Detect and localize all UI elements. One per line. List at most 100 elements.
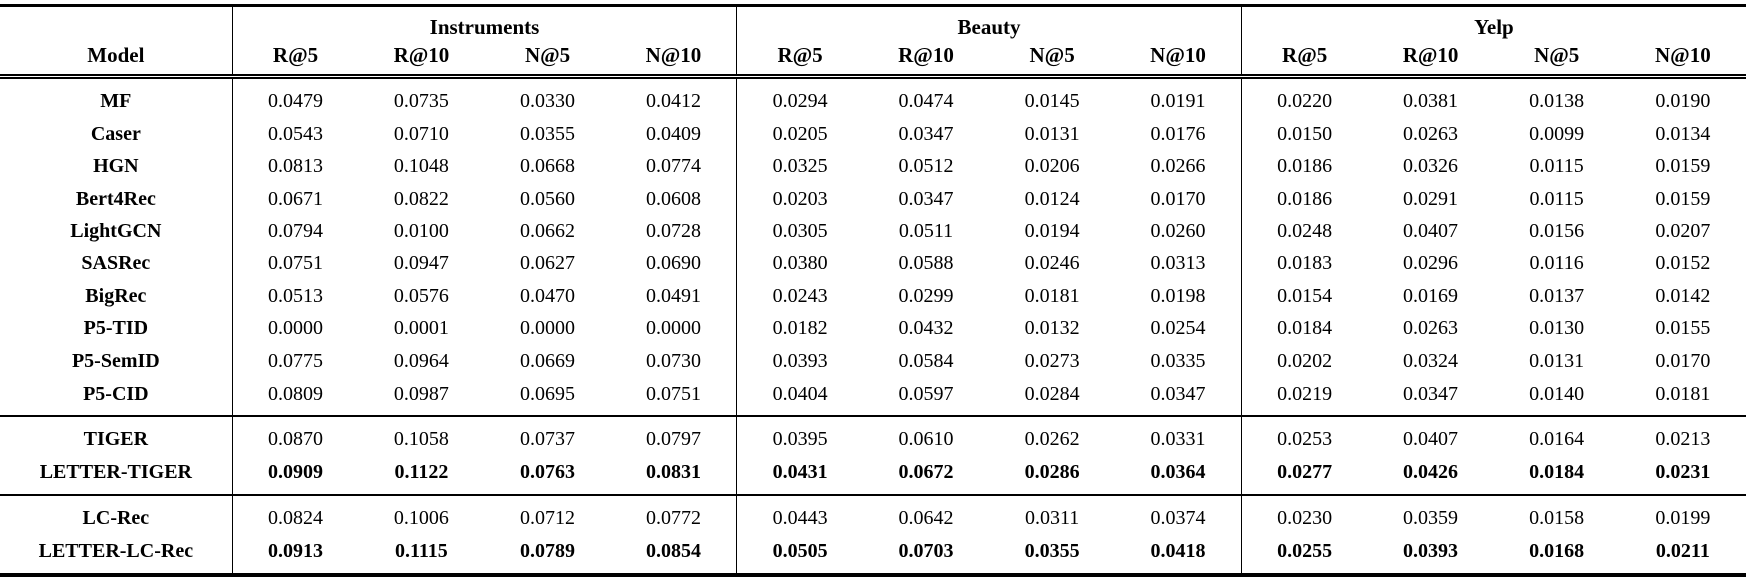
metric-header: N@10 bbox=[1115, 41, 1242, 77]
metric-value-cell: 0.0154 bbox=[1277, 284, 1333, 307]
metric-header: N@5 bbox=[1029, 43, 1075, 67]
metric-value-cell: 0.0284 bbox=[1024, 382, 1080, 405]
table-row: MF 0.0479 0.0735 0.0330 0.0412 0.0294 0.0474 0.… bbox=[0, 76, 1746, 118]
table-row: HGN 0.0813 0.1048 0.0668 0.0774 0.0325 0.0512 0… bbox=[0, 150, 1746, 183]
metric-value-cell: 0.0152 bbox=[1655, 252, 1711, 275]
metric-value-cell: 0.0576 bbox=[393, 284, 449, 307]
metric-value-cell: 0.0560 bbox=[520, 187, 576, 210]
table-row: TIGER 0.0870 0.1058 0.0737 0.0797 0.0395 0.061… bbox=[0, 416, 1746, 456]
metric-value-cell: 0.0627 bbox=[520, 252, 576, 275]
metric-value-cell: 0.0159 bbox=[1655, 155, 1711, 178]
metric-value-cell: 0.0737 bbox=[520, 428, 576, 451]
metric-value-cell: 0.0418 bbox=[1115, 534, 1242, 575]
metric-value-cell: 0.0735 bbox=[393, 89, 449, 112]
metric-value-cell: 0.0220 bbox=[1277, 89, 1333, 112]
model-name-cell: LightGCN bbox=[0, 214, 233, 248]
metric-header: R@10 bbox=[898, 43, 954, 67]
metric-value-cell: 0.0131 bbox=[1024, 122, 1080, 145]
table-row: LightGCN 0.0794 0.0100 0.0662 0.0728 0.0305 0.… bbox=[0, 214, 1746, 248]
table-row: BigRec 0.0513 0.0576 0.0470 0.0491 0.0243 0.02… bbox=[0, 279, 1746, 313]
metric-value-cell: 0.1058 bbox=[393, 428, 449, 451]
metric-value-cell: 0.0170 bbox=[1655, 349, 1711, 372]
metric-header: R@10 bbox=[1402, 43, 1459, 67]
metric-value-cell: 0.0470 bbox=[520, 284, 576, 307]
table-row: Caser 0.0543 0.0710 0.0355 0.0409 0.0205 0.034… bbox=[0, 117, 1746, 151]
metric-value-cell: 0.0203 bbox=[772, 187, 828, 210]
metric-value-cell: 0.0115 bbox=[1529, 187, 1584, 210]
metric-value-cell: 0.0964 bbox=[393, 349, 449, 372]
metric-value-cell: 0.0404 bbox=[772, 382, 828, 405]
metric-value-cell: 0.0184 bbox=[1529, 461, 1585, 484]
model-name-cell: LETTER-LC-Rec bbox=[0, 534, 233, 575]
metric-value-cell: 0.0751 bbox=[268, 252, 324, 275]
metric-value-cell: 0.0824 bbox=[268, 506, 324, 529]
metric-value-cell: 0.0181 bbox=[1655, 382, 1711, 405]
metric-value-cell: 0.0164 bbox=[1529, 428, 1585, 451]
metric-header: R@10 bbox=[393, 43, 450, 67]
metric-header-row: R@5 R@10 N@5 N@10 R@5 R@10 N@5 N@10 R@5 … bbox=[0, 41, 1746, 77]
metric-value-cell: 0.0205 bbox=[772, 122, 828, 145]
metric-value-cell: 0.0291 bbox=[1403, 187, 1459, 210]
table-row: LETTER-LC-Rec 0.0913 0.1115 0.0789 0.0854 0.0… bbox=[0, 534, 1746, 575]
metric-value-cell: 0.0355 bbox=[520, 122, 576, 145]
metric-value-cell: 0.0909 bbox=[268, 461, 324, 484]
metric-value-cell: 0.0412 bbox=[610, 76, 738, 118]
metric-value-cell: 0.0194 bbox=[1024, 220, 1080, 243]
metric-value-cell: 0.0248 bbox=[1277, 220, 1333, 243]
metric-value-cell: 0.0159 bbox=[1655, 187, 1711, 210]
table-row: LETTER-TIGER 0.0909 0.1122 0.0763 0.0831 0.04… bbox=[0, 455, 1746, 496]
metric-value-cell: 0.0774 bbox=[610, 150, 738, 183]
metric-value-cell: 0.0263 bbox=[1403, 317, 1459, 340]
table-header: Model Instruments Beauty Yelp R@5 R@10 N… bbox=[0, 5, 1746, 77]
metric-value-cell: 0.1006 bbox=[393, 506, 449, 529]
metric-value-cell: 0.0491 bbox=[610, 279, 738, 313]
metric-value-cell: 0.0347 bbox=[1403, 382, 1459, 405]
model-name-cell: HGN bbox=[0, 150, 233, 183]
metric-header: N@5 bbox=[524, 43, 571, 67]
metric-value-cell: 0.0140 bbox=[1529, 382, 1585, 405]
dataset-header-beauty: Beauty bbox=[736, 5, 1242, 41]
tiger-section: TIGER 0.0870 0.1058 0.0737 0.0797 0.0395 0.061… bbox=[0, 416, 1746, 496]
model-name-cell: MF bbox=[0, 76, 233, 118]
metric-value-cell: 0.0913 bbox=[268, 540, 324, 563]
metric-value-cell: 0.0137 bbox=[1529, 284, 1585, 307]
metric-value-cell: 0.0326 bbox=[1403, 155, 1459, 178]
metric-value-cell: 0.0311 bbox=[1024, 506, 1080, 529]
metric-value-cell: 0.0597 bbox=[898, 382, 954, 405]
metric-value-cell: 0.0775 bbox=[268, 349, 324, 372]
metric-value-cell: 0.0176 bbox=[1115, 117, 1242, 151]
metric-value-cell: 0.0286 bbox=[1024, 461, 1080, 484]
metric-value-cell: 0.0728 bbox=[610, 214, 738, 248]
metric-value-cell: 0.0213 bbox=[1655, 428, 1711, 451]
lc-rec-section: LC-Rec 0.0824 0.1006 0.0712 0.0772 0.0443 0.06… bbox=[0, 495, 1746, 575]
metric-value-cell: 0.0479 bbox=[268, 89, 324, 112]
metric-value-cell: 0.0130 bbox=[1529, 317, 1585, 340]
metric-value-cell: 0.0156 bbox=[1529, 220, 1585, 243]
metric-value-cell: 0.0671 bbox=[268, 187, 324, 210]
metric-value-cell: 0.0512 bbox=[898, 155, 954, 178]
metric-value-cell: 0.0608 bbox=[610, 182, 738, 215]
metric-value-cell: 0.0505 bbox=[772, 540, 828, 563]
metric-value-cell: 0.0168 bbox=[1529, 540, 1585, 563]
metric-value-cell: 0.0199 bbox=[1655, 506, 1711, 529]
metric-value-cell: 0.0730 bbox=[610, 344, 738, 377]
metric-value-cell: 0.0854 bbox=[610, 534, 738, 575]
metric-value-cell: 0.0254 bbox=[1115, 312, 1242, 345]
model-name-cell: Bert4Rec bbox=[0, 182, 233, 215]
metric-value-cell: 0.0243 bbox=[772, 284, 828, 307]
metric-value-cell: 0.0355 bbox=[1024, 540, 1080, 563]
dataset-header-yelp: Yelp bbox=[1474, 15, 1514, 39]
metric-value-cell: 0.0325 bbox=[772, 155, 828, 178]
metric-value-cell: 0.0231 bbox=[1655, 461, 1711, 484]
metric-value-cell: 0.0672 bbox=[898, 461, 954, 484]
metric-value-cell: 0.0695 bbox=[520, 382, 576, 405]
table-row: Bert4Rec 0.0671 0.0822 0.0560 0.0608 0.0203 0.… bbox=[0, 182, 1746, 215]
metric-value-cell: 0.0263 bbox=[1403, 122, 1459, 145]
metric-value-cell: 0.0610 bbox=[898, 428, 954, 451]
table-row: P5-SemID 0.0775 0.0964 0.0669 0.0730 0.0393 0.… bbox=[0, 344, 1746, 377]
metric-value-cell: 0.0347 bbox=[1115, 376, 1242, 417]
metric-value-cell: 0.0374 bbox=[1115, 495, 1242, 535]
metric-value-cell: 0.0253 bbox=[1277, 428, 1333, 451]
metric-value-cell: 0.0789 bbox=[520, 540, 576, 563]
metric-value-cell: 0.0000 bbox=[610, 312, 738, 345]
